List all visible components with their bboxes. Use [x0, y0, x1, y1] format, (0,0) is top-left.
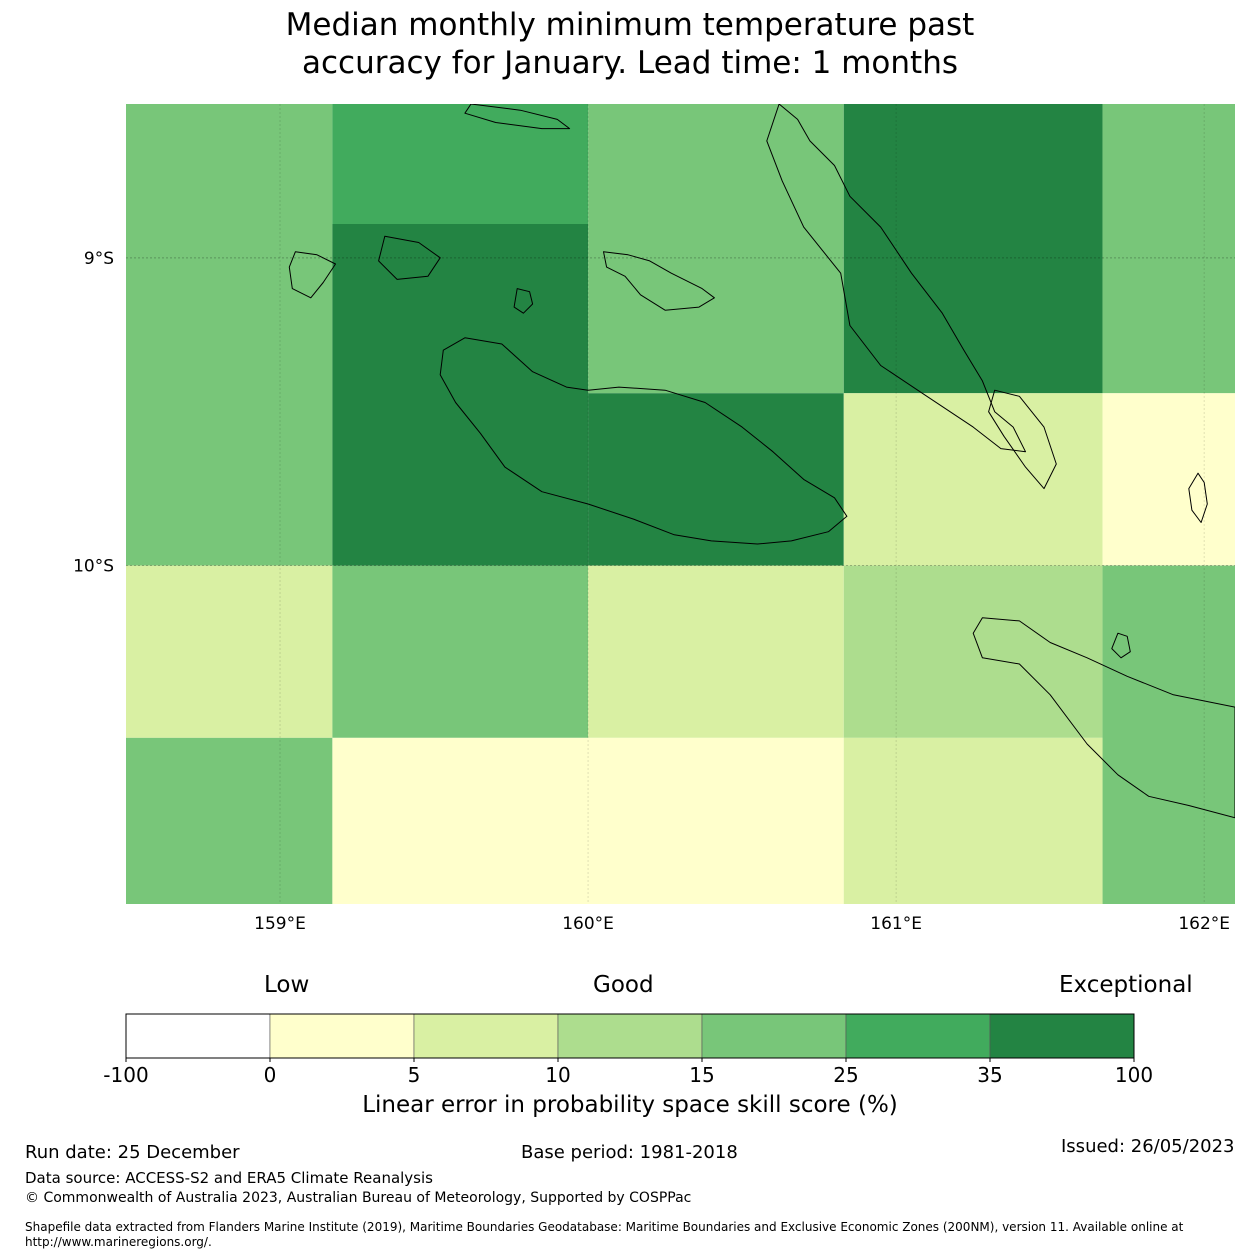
grid-cell — [843, 565, 1103, 738]
grid-cell — [126, 737, 333, 904]
colorbar-tick-label: 100 — [1115, 1063, 1153, 1087]
longitude-tick-label: 159°E — [254, 914, 306, 934]
colorbar-segment — [845, 1013, 991, 1059]
colorbar-segment — [989, 1013, 1135, 1059]
title-line-2: accuracy for January. Lead time: 1 month… — [301, 45, 958, 81]
colorbar: -100 0 5 10 15 25 35 100 — [103, 1013, 1153, 1087]
grid-cell — [1102, 565, 1235, 904]
shapefile-credit: Shapefile data extracted from Flanders M… — [25, 1220, 1184, 1249]
map-title: Median monthly minimum temperature past … — [0, 6, 1260, 82]
colorbar-tick-label: 15 — [689, 1063, 714, 1087]
grid-cell — [332, 104, 589, 224]
grid-cell — [588, 565, 844, 738]
legend-good-label: Good — [593, 972, 654, 998]
colorbar-segment — [125, 1013, 271, 1059]
island-coastline — [972, 617, 1235, 819]
grid-cell — [126, 565, 333, 738]
island-coastline — [1111, 632, 1131, 659]
title-line-1: Median monthly minimum temperature past — [285, 7, 975, 43]
run-date: Run date: 25 December — [25, 1142, 240, 1163]
grid-cell — [843, 737, 1103, 904]
island-coastline — [439, 337, 848, 545]
colorbar-segment — [269, 1013, 415, 1059]
legend-exceptional-label: Exceptional — [1059, 972, 1193, 998]
colorbar-segment — [413, 1013, 559, 1059]
longitude-tick-label: 161°E — [870, 914, 922, 934]
latitude-tick-label: 10°S — [73, 557, 114, 577]
island-coastline — [603, 251, 715, 311]
base-period: Base period: 1981-2018 — [521, 1142, 738, 1163]
colorbar-segment — [701, 1013, 847, 1059]
grid-cell — [843, 104, 1103, 394]
colorbar-tick-label: -100 — [103, 1063, 148, 1087]
island-coastline — [1188, 472, 1208, 523]
legend-low-label: Low — [264, 972, 310, 998]
data-source: Data source: ACCESS-S2 and ERA5 Climate … — [25, 1169, 433, 1187]
colorbar-tick-label: 5 — [408, 1063, 421, 1087]
coastlines — [288, 104, 1235, 819]
island-coastline — [988, 389, 1057, 490]
colorbar-tick-label: 35 — [977, 1063, 1002, 1087]
axis-ticks: 159°E 160°E 161°E 162°E 9°S 10°S — [73, 249, 1230, 934]
grid-cell — [588, 393, 844, 566]
grid-cells — [126, 104, 1235, 904]
island-coastline — [766, 104, 1026, 453]
grid-cell — [126, 104, 333, 566]
issued-date: Issued: 26/05/2023 — [1061, 1136, 1235, 1157]
longitude-tick-label: 160°E — [562, 914, 614, 934]
island-coastline — [378, 235, 441, 280]
grid-cell — [843, 393, 1103, 566]
longitude-tick-label: 162°E — [1178, 914, 1230, 934]
copyright: © Commonwealth of Australia 2023, Austra… — [25, 1190, 692, 1206]
grid-cell — [332, 737, 844, 904]
colorbar-tick-label: 25 — [833, 1063, 858, 1087]
island-coastline — [513, 288, 534, 314]
colorbar-axis-label: Linear error in probability space skill … — [362, 1092, 898, 1118]
colorbar-segment — [557, 1013, 703, 1059]
grid-cell — [332, 224, 589, 566]
island-coastline — [464, 104, 571, 130]
grid-cell — [332, 565, 589, 738]
colorbar-tick-label: 0 — [264, 1063, 277, 1087]
island-coastline — [288, 251, 336, 299]
grid-cell — [588, 104, 844, 394]
colorbar-frame — [125, 1013, 1135, 1059]
colorbar-tick-label: 10 — [545, 1063, 570, 1087]
grid-cell — [1102, 104, 1235, 394]
latitude-tick-label: 9°S — [84, 249, 114, 269]
grid-cell — [1102, 393, 1235, 566]
